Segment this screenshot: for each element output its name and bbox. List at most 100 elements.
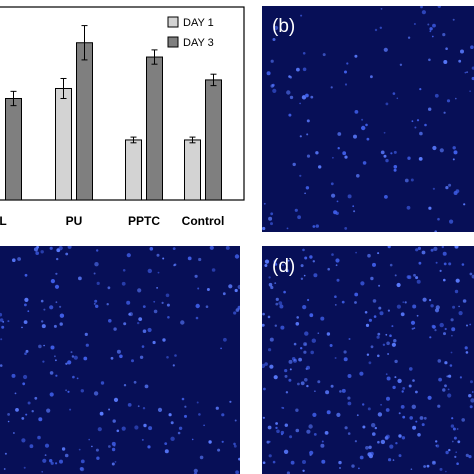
nucleus-dot bbox=[53, 324, 57, 328]
nucleus-dot bbox=[471, 76, 474, 81]
nucleus-dot bbox=[392, 385, 396, 390]
nucleus-dot bbox=[419, 131, 423, 136]
nucleus-dot bbox=[347, 432, 351, 435]
nucleus-dot bbox=[374, 426, 377, 430]
nucleus-dot bbox=[434, 308, 440, 313]
nucleus-dot bbox=[325, 390, 330, 395]
nucleus-dot bbox=[283, 449, 289, 454]
nucleus-dot bbox=[317, 380, 321, 384]
nucleus-dot bbox=[144, 384, 149, 389]
nucleus-dot bbox=[304, 256, 308, 260]
nucleus-dot bbox=[398, 454, 402, 458]
nucleus-dot bbox=[432, 23, 436, 28]
nucleus-dot bbox=[38, 417, 43, 422]
nucleus-dot bbox=[229, 400, 232, 403]
nucleus-dot bbox=[317, 332, 320, 334]
nucleus-dot bbox=[122, 269, 126, 272]
nucleus-dot bbox=[302, 248, 305, 252]
nucleus-dot bbox=[368, 445, 372, 449]
nucleus-dot bbox=[97, 427, 102, 432]
nucleus-dot bbox=[285, 391, 289, 394]
bar-chart: L PU PPTC Control DAY 1 DAY 3 bbox=[0, 6, 245, 228]
nucleus-dot bbox=[382, 343, 386, 346]
nucleus-dot bbox=[198, 257, 202, 262]
nucleus-dot bbox=[449, 364, 453, 367]
nucleus-dot bbox=[79, 467, 84, 471]
nucleus-dot bbox=[44, 443, 50, 448]
nucleus-dot bbox=[306, 154, 311, 158]
nucleus-dot bbox=[443, 111, 446, 114]
nucleus-dot bbox=[421, 423, 425, 427]
nucleus-dot bbox=[356, 174, 360, 178]
nucleus-dot bbox=[3, 468, 6, 470]
nucleus-dot bbox=[445, 470, 447, 473]
nucleus-dot bbox=[339, 467, 341, 469]
bar-day-1-pptc bbox=[125, 139, 142, 201]
nucleus-dot bbox=[378, 306, 382, 310]
nuclei-dots-b bbox=[262, 6, 474, 232]
nucleus-dot bbox=[430, 304, 434, 308]
nucleus-dot bbox=[406, 275, 410, 279]
nucleus-dot bbox=[217, 448, 221, 452]
nucleus-dot bbox=[464, 346, 468, 350]
nucleus-dot bbox=[93, 391, 99, 396]
nucleus-dot bbox=[65, 252, 69, 256]
nucleus-dot bbox=[347, 194, 352, 199]
nucleus-dot bbox=[372, 299, 377, 303]
nucleus-dot bbox=[270, 285, 274, 290]
nucleus-dot bbox=[468, 394, 472, 398]
nucleus-dot bbox=[335, 258, 340, 263]
nucleus-dot bbox=[172, 364, 175, 367]
nucleus-dot bbox=[233, 311, 237, 315]
nucleus-dot bbox=[55, 374, 58, 377]
nucleus-dot bbox=[444, 384, 447, 388]
nucleus-dot bbox=[444, 327, 447, 331]
nucleus-dot bbox=[330, 384, 334, 388]
nucleus-dot bbox=[88, 438, 90, 441]
nucleus-dot bbox=[426, 464, 430, 468]
nucleus-dot bbox=[80, 459, 85, 464]
nucleus-dot bbox=[452, 18, 455, 21]
nucleus-dot bbox=[40, 250, 44, 254]
nucleus-dot bbox=[99, 411, 104, 416]
nucleus-dot bbox=[225, 246, 230, 250]
nucleus-dot bbox=[24, 303, 27, 307]
nucleus-dot bbox=[387, 309, 390, 312]
nucleus-dot bbox=[314, 390, 316, 392]
nucleus-dot bbox=[331, 193, 336, 198]
nucleus-dot bbox=[164, 449, 169, 454]
nucleus-dot bbox=[353, 210, 356, 213]
nucleus-dot bbox=[206, 288, 210, 291]
nucleus-dot bbox=[461, 263, 465, 266]
nucleus-dot bbox=[391, 342, 396, 347]
nucleus-dot bbox=[443, 262, 447, 266]
nucleus-dot bbox=[338, 460, 342, 465]
nucleus-dot bbox=[309, 313, 314, 318]
nucleus-dot bbox=[446, 99, 451, 103]
nucleus-dot bbox=[428, 107, 432, 111]
nucleus-dot bbox=[438, 377, 442, 382]
nucleus-dot bbox=[334, 304, 337, 306]
nucleus-dot bbox=[408, 384, 412, 388]
nucleus-dot bbox=[455, 278, 460, 283]
nucleus-dot bbox=[428, 206, 432, 210]
nucleus-dot bbox=[286, 90, 291, 95]
nucleus-dot bbox=[470, 398, 474, 403]
nucleus-dot bbox=[354, 301, 357, 304]
nucleus-dot bbox=[428, 58, 431, 62]
nucleus-dot bbox=[54, 355, 56, 358]
nucleus-dot bbox=[431, 35, 434, 38]
nucleus-dot bbox=[300, 277, 304, 280]
nucleus-dot bbox=[23, 320, 28, 324]
nucleus-dot bbox=[42, 458, 47, 463]
nucleus-dot bbox=[72, 375, 75, 379]
nucleus-dot bbox=[147, 327, 152, 333]
nucleus-dot bbox=[422, 297, 427, 302]
nucleus-dot bbox=[304, 331, 309, 336]
nucleus-dot bbox=[123, 322, 127, 326]
nucleus-dot bbox=[306, 133, 309, 136]
nucleus-dot bbox=[273, 375, 278, 380]
nucleus-dot bbox=[469, 90, 471, 92]
nucleus-dot bbox=[312, 260, 315, 263]
nucleus-dot bbox=[389, 263, 393, 267]
